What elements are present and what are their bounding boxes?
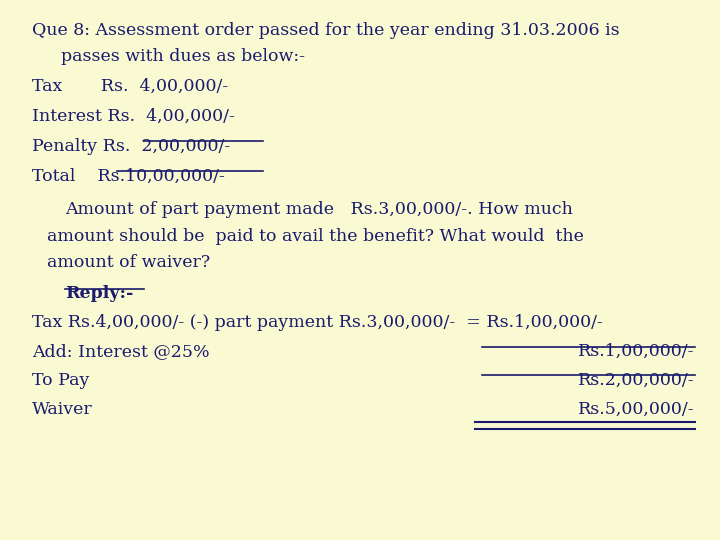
Text: Penalty Rs.  2,00,000/-: Penalty Rs. 2,00,000/- (32, 138, 230, 154)
Text: Tax       Rs.  4,00,000/-: Tax Rs. 4,00,000/- (32, 78, 229, 95)
Text: Rs.1,00,000/-: Rs.1,00,000/- (578, 343, 695, 360)
Text: Rs.5,00,000/-: Rs.5,00,000/- (578, 401, 695, 417)
Text: Amount of part payment made   Rs.3,00,000/-. How much: Amount of part payment made Rs.3,00,000/… (65, 201, 572, 218)
Text: passes with dues as below:-: passes with dues as below:- (61, 48, 305, 64)
Text: Add: Interest @25%: Add: Interest @25% (32, 343, 210, 360)
Text: amount of waiver?: amount of waiver? (47, 254, 210, 271)
Text: amount should be  paid to avail the benefit? What would  the: amount should be paid to avail the benef… (47, 228, 584, 245)
Text: To Pay: To Pay (32, 372, 90, 388)
Text: Rs.2,00,000/-: Rs.2,00,000/- (578, 372, 695, 388)
Text: Waiver: Waiver (32, 401, 93, 417)
Text: Que 8: Assessment order passed for the year ending 31.03.2006 is: Que 8: Assessment order passed for the y… (32, 22, 620, 38)
Text: Tax Rs.4,00,000/- (-) part payment Rs.3,00,000/-  = Rs.1,00,000/-: Tax Rs.4,00,000/- (-) part payment Rs.3,… (32, 314, 603, 331)
Text: Total    Rs.10,00,000/-: Total Rs.10,00,000/- (32, 167, 225, 184)
Text: Reply:-: Reply:- (65, 285, 133, 302)
Text: Interest Rs.  4,00,000/-: Interest Rs. 4,00,000/- (32, 108, 235, 125)
